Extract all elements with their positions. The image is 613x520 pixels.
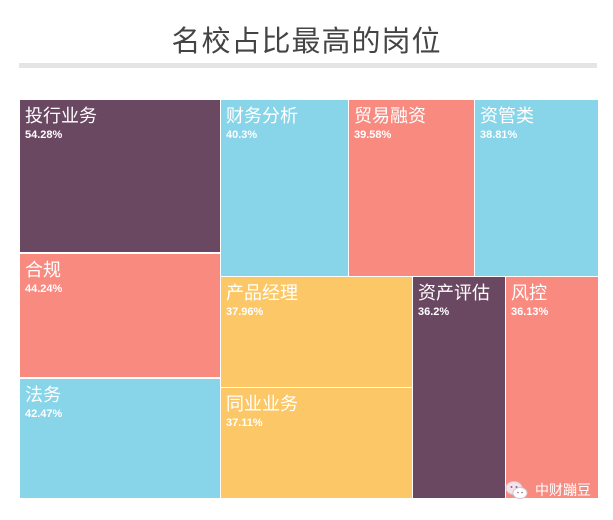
cell-label: 贸易融资 bbox=[354, 106, 426, 127]
cell-value: 38.81% bbox=[480, 129, 518, 141]
treemap-cell-compliance: 合规 44.24% bbox=[20, 254, 220, 377]
chart-title: 名校占比最高的岗位 bbox=[171, 24, 442, 58]
cell-value: 40.3% bbox=[226, 129, 258, 141]
treemap-cell-asset-valuation: 资产评估 36.2% bbox=[413, 277, 505, 498]
cell-label: 同业业务 bbox=[226, 394, 298, 415]
cell-label: 产品经理 bbox=[226, 283, 298, 304]
wechat-icon bbox=[505, 481, 528, 499]
treemap-cell-interbank-business: 同业业务 37.11% bbox=[221, 388, 412, 498]
cell-value: 44.24% bbox=[25, 283, 63, 295]
cell-label: 投行业务 bbox=[25, 106, 97, 127]
cell-value: 37.11% bbox=[226, 417, 263, 429]
cell-label: 资管类 bbox=[480, 106, 534, 127]
treemap-cell-trade-finance: 贸易融资 39.58% bbox=[349, 100, 474, 276]
cell-label: 财务分析 bbox=[226, 106, 298, 127]
cell-label: 合规 bbox=[25, 260, 61, 281]
cell-value: 36.13% bbox=[511, 306, 549, 318]
cell-label: 资产评估 bbox=[418, 283, 490, 304]
treemap-cell-risk-control: 风控 36.13% bbox=[506, 277, 598, 498]
cell-value: 39.58% bbox=[354, 129, 392, 141]
treemap-cell-investment-banking: 投行业务 54.28% bbox=[20, 100, 220, 252]
treemap-cell-financial-analysis: 财务分析 40.3% bbox=[221, 100, 348, 276]
cell-value: 54.28% bbox=[25, 129, 63, 141]
title-divider bbox=[19, 63, 597, 68]
cell-value: 37.96% bbox=[226, 306, 264, 318]
cell-value: 36.2% bbox=[418, 306, 450, 318]
cell-label: 法务 bbox=[25, 385, 61, 406]
cell-label: 风控 bbox=[511, 283, 547, 304]
watermark-text: 中财蹦豆 bbox=[535, 483, 591, 499]
cell-value: 42.47% bbox=[25, 408, 63, 420]
treemap-cell-product-manager: 产品经理 37.96% bbox=[221, 277, 412, 387]
watermark: 中财蹦豆 bbox=[505, 480, 591, 500]
treemap-cell-legal: 法务 42.47% bbox=[20, 379, 220, 498]
treemap-cell-asset-management: 资管类 38.81% bbox=[475, 100, 598, 276]
